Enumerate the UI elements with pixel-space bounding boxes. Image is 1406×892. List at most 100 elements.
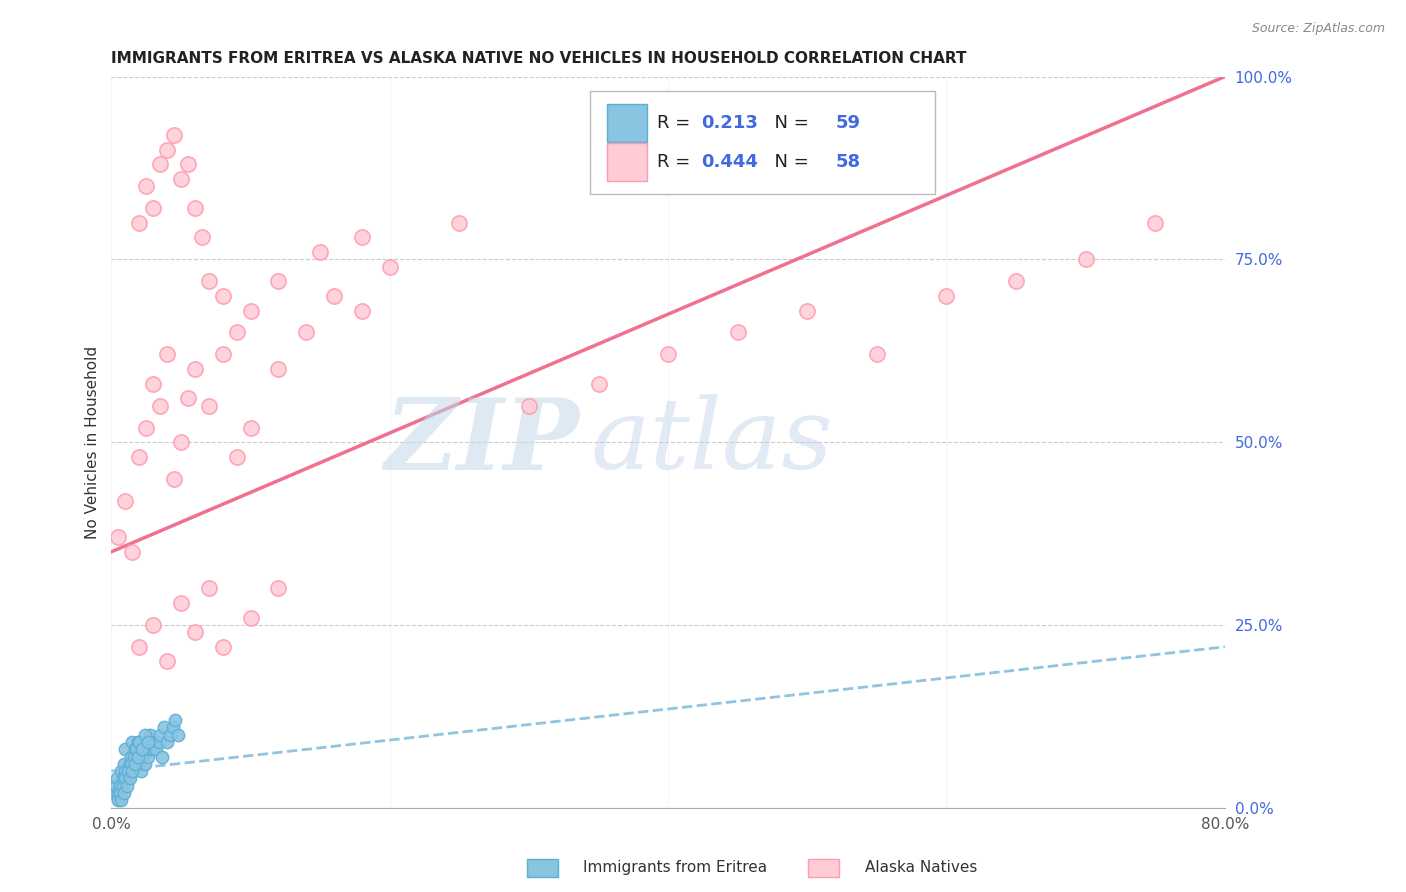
Point: [184, 362, 207, 376]
Point: [138, 742, 160, 756]
Point: [149, 399, 172, 413]
Point: [117, 772, 139, 786]
Point: [149, 157, 172, 171]
Point: [118, 756, 141, 771]
Point: [184, 201, 207, 215]
Point: [165, 713, 187, 727]
Point: [323, 289, 346, 303]
Point: [239, 610, 262, 624]
Point: [114, 764, 136, 778]
Point: [198, 582, 221, 596]
Point: [191, 230, 214, 244]
Point: [225, 450, 247, 464]
Point: [128, 735, 150, 749]
Point: [211, 289, 233, 303]
Point: [114, 742, 136, 756]
Text: 59: 59: [835, 113, 860, 132]
Point: [170, 172, 193, 186]
Text: 0.444: 0.444: [702, 153, 758, 171]
Point: [657, 347, 679, 361]
Point: [122, 749, 145, 764]
Text: Alaska Natives: Alaska Natives: [865, 860, 977, 874]
Point: [198, 274, 221, 288]
Point: [517, 399, 540, 413]
Point: [131, 749, 153, 764]
Point: [127, 749, 149, 764]
Point: [1144, 216, 1167, 230]
Point: [239, 303, 262, 318]
Point: [107, 530, 129, 544]
Point: [121, 764, 143, 778]
Point: [866, 347, 889, 361]
Point: [162, 720, 184, 734]
Point: [588, 376, 610, 391]
Point: [267, 582, 290, 596]
Point: [149, 728, 172, 742]
Point: [153, 720, 176, 734]
Text: IMMIGRANTS FROM ERITREA VS ALASKA NATIVE NO VEHICLES IN HOUSEHOLD CORRELATION CH: IMMIGRANTS FROM ERITREA VS ALASKA NATIVE…: [111, 51, 967, 66]
Point: [105, 772, 128, 786]
Point: [1074, 252, 1097, 267]
Point: [727, 326, 749, 340]
Point: [132, 742, 155, 756]
Point: [170, 596, 193, 610]
Point: [121, 545, 143, 559]
Point: [163, 472, 186, 486]
Point: [128, 640, 150, 654]
Point: [121, 735, 143, 749]
Point: [111, 772, 134, 786]
Point: [107, 786, 129, 800]
Point: [134, 728, 156, 742]
Text: R =: R =: [657, 113, 696, 132]
Point: [114, 772, 136, 786]
Point: [148, 735, 170, 749]
Point: [122, 756, 145, 771]
Point: [124, 756, 146, 771]
Point: [117, 764, 139, 778]
Point: [350, 230, 373, 244]
Text: Immigrants from Eritrea: Immigrants from Eritrea: [583, 860, 768, 874]
Text: 0.213: 0.213: [702, 113, 758, 132]
Text: atlas: atlas: [591, 394, 832, 490]
Point: [225, 326, 247, 340]
Point: [108, 779, 131, 793]
Point: [118, 772, 141, 786]
Y-axis label: No Vehicles in Household: No Vehicles in Household: [86, 345, 100, 539]
Point: [449, 216, 471, 230]
Point: [156, 143, 179, 157]
Point: [134, 756, 156, 771]
Text: 58: 58: [835, 153, 860, 171]
Point: [136, 749, 159, 764]
Point: [145, 742, 167, 756]
Point: [239, 420, 262, 434]
Point: [177, 391, 200, 405]
Point: [135, 179, 157, 194]
Point: [135, 420, 157, 434]
Point: [112, 786, 135, 800]
Point: [108, 786, 131, 800]
Text: N =: N =: [763, 113, 814, 132]
Point: [128, 216, 150, 230]
FancyBboxPatch shape: [607, 143, 647, 181]
Point: [350, 303, 373, 318]
Point: [267, 274, 290, 288]
Point: [163, 128, 186, 142]
Point: [150, 749, 173, 764]
Point: [128, 756, 150, 771]
Point: [107, 793, 129, 807]
Point: [136, 735, 159, 749]
Point: [120, 756, 142, 771]
Point: [112, 756, 135, 771]
Point: [142, 376, 165, 391]
Point: [115, 779, 138, 793]
Point: [211, 347, 233, 361]
Point: [141, 735, 163, 749]
Point: [127, 735, 149, 749]
Point: [111, 779, 134, 793]
FancyBboxPatch shape: [591, 91, 935, 194]
Point: [125, 742, 148, 756]
Point: [156, 347, 179, 361]
Point: [796, 303, 818, 318]
Point: [211, 640, 233, 654]
Point: [159, 728, 181, 742]
